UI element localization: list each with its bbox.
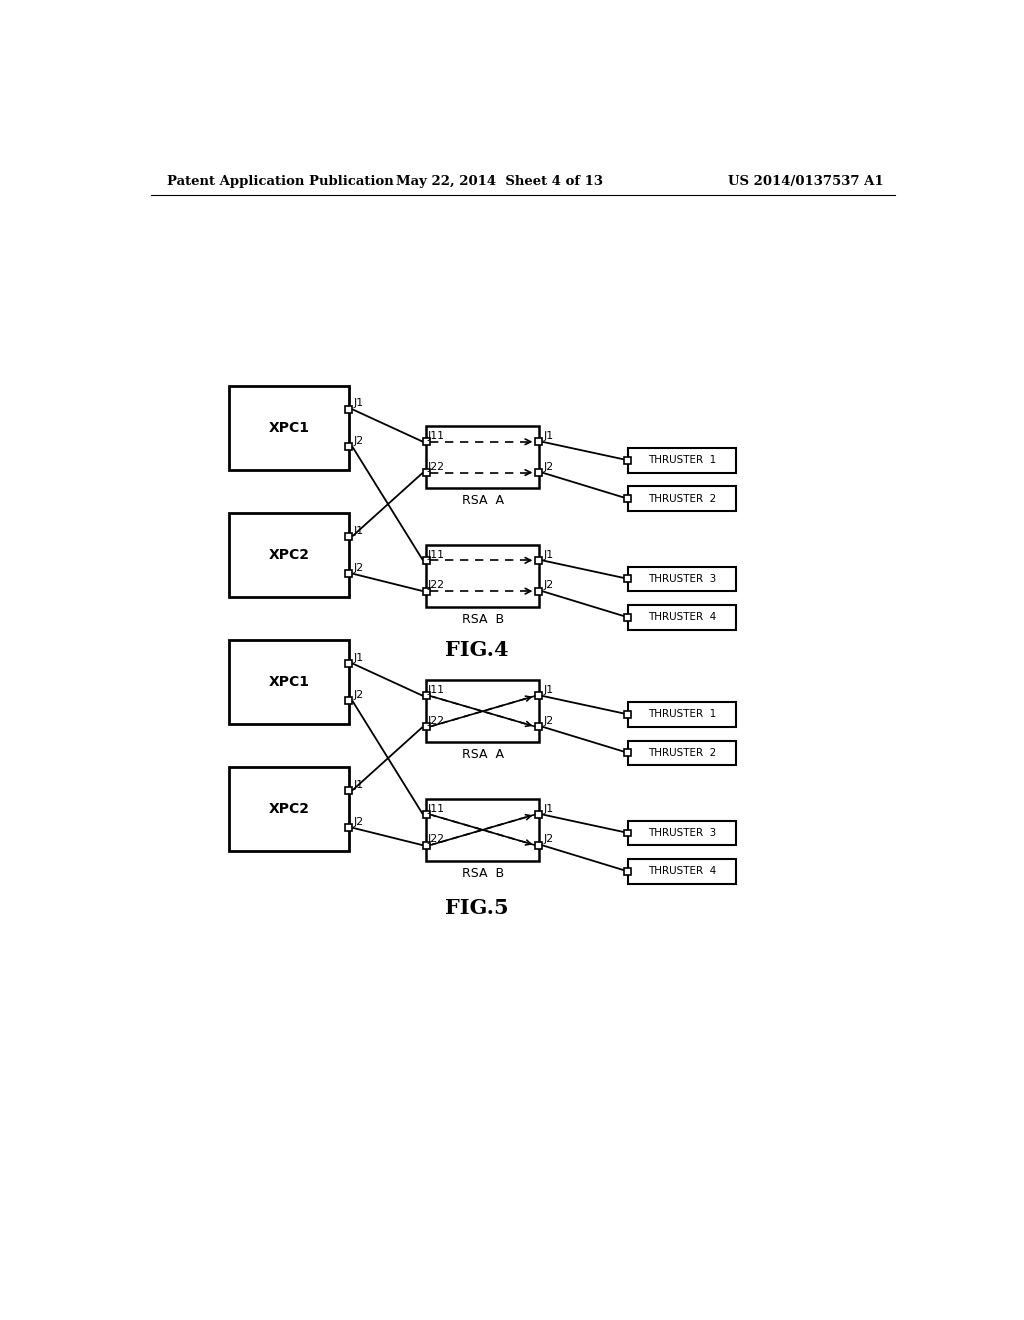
Bar bbox=[536, 557, 542, 564]
Bar bbox=[423, 693, 430, 700]
Text: RSA  A: RSA A bbox=[462, 494, 504, 507]
Text: XPC2: XPC2 bbox=[268, 803, 309, 816]
Text: RSA  B: RSA B bbox=[462, 612, 504, 626]
Text: J1: J1 bbox=[354, 399, 364, 408]
Bar bbox=[625, 614, 631, 620]
Text: THRUSTER  2: THRUSTER 2 bbox=[648, 748, 716, 758]
Text: May 22, 2014  Sheet 4 of 13: May 22, 2014 Sheet 4 of 13 bbox=[396, 176, 603, 189]
Bar bbox=[345, 824, 352, 832]
Text: J2: J2 bbox=[544, 715, 554, 726]
Bar bbox=[345, 660, 352, 667]
Text: THRUSTER  4: THRUSTER 4 bbox=[648, 612, 716, 622]
Text: J2: J2 bbox=[354, 817, 364, 826]
Text: J2: J2 bbox=[354, 690, 364, 700]
Bar bbox=[625, 576, 631, 582]
Bar bbox=[536, 469, 542, 477]
Text: J2: J2 bbox=[544, 581, 554, 590]
Bar bbox=[426, 426, 539, 488]
Text: FIG.5: FIG.5 bbox=[445, 898, 509, 917]
Bar bbox=[423, 438, 430, 445]
Text: J1: J1 bbox=[544, 549, 554, 560]
Bar bbox=[536, 842, 542, 849]
Text: J11: J11 bbox=[428, 804, 444, 813]
Text: THRUSTER  3: THRUSTER 3 bbox=[648, 574, 716, 583]
Bar bbox=[345, 570, 352, 577]
Text: XPC1: XPC1 bbox=[268, 421, 309, 434]
Text: THRUSTER  1: THRUSTER 1 bbox=[648, 709, 716, 719]
Bar bbox=[628, 859, 736, 884]
Text: THRUSTER  3: THRUSTER 3 bbox=[648, 828, 716, 838]
Text: RSA  A: RSA A bbox=[462, 748, 504, 762]
Bar bbox=[423, 842, 430, 849]
Text: J11: J11 bbox=[428, 432, 444, 441]
Bar bbox=[536, 723, 542, 730]
Bar bbox=[625, 457, 631, 463]
Text: J22: J22 bbox=[428, 581, 444, 590]
Text: J1: J1 bbox=[544, 804, 554, 813]
Text: J22: J22 bbox=[428, 462, 444, 471]
Bar bbox=[423, 587, 430, 594]
Text: J1: J1 bbox=[354, 780, 364, 789]
Bar bbox=[625, 495, 631, 502]
Text: THRUSTER  4: THRUSTER 4 bbox=[648, 866, 716, 876]
Text: THRUSTER  1: THRUSTER 1 bbox=[648, 455, 716, 465]
Bar bbox=[628, 702, 736, 726]
Bar bbox=[345, 697, 352, 704]
Bar bbox=[228, 767, 349, 851]
Bar bbox=[628, 487, 736, 511]
Bar bbox=[228, 512, 349, 598]
Text: J2: J2 bbox=[544, 462, 554, 471]
Bar bbox=[426, 681, 539, 742]
Bar bbox=[536, 810, 542, 818]
Text: J22: J22 bbox=[428, 834, 444, 845]
Bar bbox=[426, 799, 539, 861]
Bar bbox=[423, 810, 430, 818]
Bar bbox=[426, 545, 539, 607]
Bar bbox=[628, 605, 736, 630]
Bar bbox=[423, 557, 430, 564]
Bar bbox=[628, 447, 736, 473]
Text: J22: J22 bbox=[428, 715, 444, 726]
Bar bbox=[536, 587, 542, 594]
Text: J1: J1 bbox=[354, 652, 364, 663]
Text: J2: J2 bbox=[354, 436, 364, 446]
Text: J2: J2 bbox=[544, 834, 554, 845]
Bar bbox=[423, 723, 430, 730]
Text: THRUSTER  2: THRUSTER 2 bbox=[648, 494, 716, 504]
Bar bbox=[345, 533, 352, 540]
Text: J1: J1 bbox=[354, 525, 364, 536]
Bar bbox=[625, 750, 631, 756]
Text: J1: J1 bbox=[544, 432, 554, 441]
Bar bbox=[345, 405, 352, 413]
Bar bbox=[228, 640, 349, 725]
Text: XPC2: XPC2 bbox=[268, 548, 309, 562]
Text: J2: J2 bbox=[354, 562, 364, 573]
Text: Patent Application Publication: Patent Application Publication bbox=[167, 176, 393, 189]
Bar bbox=[536, 438, 542, 445]
Bar bbox=[423, 469, 430, 477]
Bar bbox=[345, 444, 352, 450]
Text: J1: J1 bbox=[544, 685, 554, 696]
Bar bbox=[628, 821, 736, 845]
Bar bbox=[628, 566, 736, 591]
Text: RSA  B: RSA B bbox=[462, 867, 504, 880]
Text: US 2014/0137537 A1: US 2014/0137537 A1 bbox=[728, 176, 884, 189]
Text: XPC1: XPC1 bbox=[268, 675, 309, 689]
Bar bbox=[536, 693, 542, 700]
Text: FIG.4: FIG.4 bbox=[445, 640, 509, 660]
Bar bbox=[625, 829, 631, 837]
Text: J11: J11 bbox=[428, 685, 444, 696]
Bar bbox=[345, 787, 352, 793]
Bar bbox=[228, 385, 349, 470]
Bar bbox=[625, 869, 631, 875]
Bar bbox=[625, 711, 631, 718]
Text: J11: J11 bbox=[428, 549, 444, 560]
Bar bbox=[628, 741, 736, 766]
